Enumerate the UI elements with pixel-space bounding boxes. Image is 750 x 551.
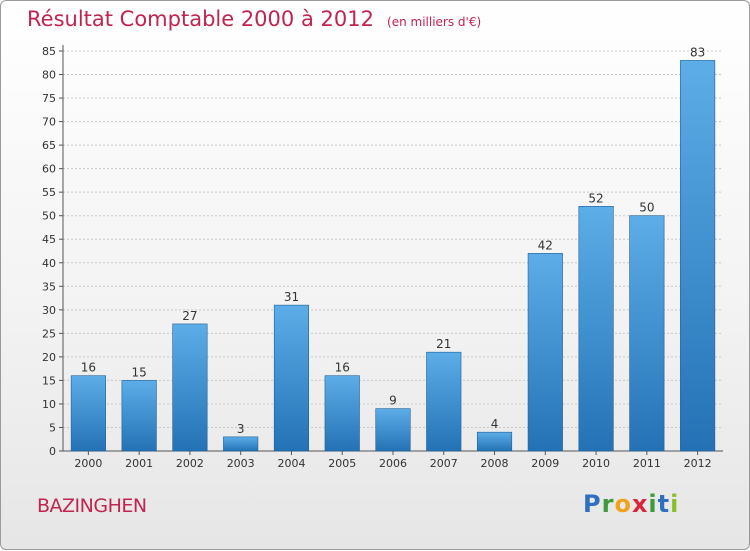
logo-letter: i bbox=[648, 490, 658, 518]
y-tick-label: 60 bbox=[42, 163, 56, 176]
x-tick-label: 2006 bbox=[379, 457, 407, 470]
x-tick-label: 2009 bbox=[531, 457, 559, 470]
bar bbox=[223, 436, 259, 452]
y-tick-label: 10 bbox=[42, 398, 56, 411]
y-tick-label: 65 bbox=[42, 139, 56, 152]
data-label: 27 bbox=[182, 309, 197, 323]
y-tick-label: 30 bbox=[42, 304, 56, 317]
data-label: 83 bbox=[690, 45, 705, 59]
y-tick-label: 15 bbox=[42, 374, 56, 387]
y-tick-label: 70 bbox=[42, 116, 56, 129]
logo-letter: i bbox=[670, 490, 680, 518]
logo-letter: o bbox=[614, 490, 632, 518]
x-tick-label: 2011 bbox=[633, 457, 661, 470]
chart-title: Résultat Comptable 2000 à 2012 (en milli… bbox=[27, 7, 481, 31]
y-tick-label: 5 bbox=[49, 421, 56, 434]
x-tick-label: 2010 bbox=[582, 457, 610, 470]
data-label: 16 bbox=[335, 361, 350, 375]
data-label: 31 bbox=[284, 290, 299, 304]
y-tick-label: 40 bbox=[42, 257, 56, 270]
logo-letter: t bbox=[657, 490, 671, 518]
y-tick-label: 80 bbox=[42, 69, 56, 82]
data-label: 21 bbox=[436, 337, 451, 351]
y-tick-label: 0 bbox=[49, 445, 56, 458]
data-label: 15 bbox=[132, 365, 147, 379]
commune-name: BAZINGHEN bbox=[37, 495, 147, 517]
logo-letter: P bbox=[583, 490, 602, 518]
bar bbox=[426, 351, 462, 452]
title-unit: (en milliers d'€) bbox=[387, 15, 482, 29]
bar bbox=[121, 380, 157, 452]
data-label: 50 bbox=[639, 201, 654, 215]
y-tick-label: 45 bbox=[42, 233, 56, 246]
bar bbox=[273, 304, 310, 452]
data-label: 4 bbox=[491, 417, 499, 431]
bar bbox=[324, 375, 360, 452]
data-label: 3 bbox=[237, 422, 245, 436]
y-tick-label: 20 bbox=[42, 351, 56, 364]
y-tick-label: 35 bbox=[42, 280, 56, 293]
bar bbox=[70, 375, 106, 452]
bar bbox=[527, 253, 563, 452]
logo-letter: r bbox=[601, 490, 615, 518]
x-tick-label: 2001 bbox=[125, 457, 153, 470]
bar bbox=[476, 431, 513, 452]
x-tick-label: 2002 bbox=[176, 457, 204, 470]
data-label: 42 bbox=[538, 238, 553, 252]
y-tick-label: 50 bbox=[42, 210, 56, 223]
y-tick-label: 85 bbox=[42, 45, 56, 58]
x-tick-label: 2005 bbox=[328, 457, 356, 470]
x-tick-label: 2008 bbox=[481, 457, 509, 470]
bar bbox=[375, 408, 411, 452]
x-tick-label: 2004 bbox=[277, 457, 305, 470]
bar bbox=[629, 215, 665, 452]
data-label: 52 bbox=[588, 191, 603, 205]
bar bbox=[172, 323, 208, 452]
proxiti-logo: Proxiti bbox=[583, 490, 679, 518]
x-tick-label: 2003 bbox=[227, 457, 255, 470]
bar bbox=[578, 205, 614, 452]
logo-letter: x bbox=[631, 490, 649, 518]
x-tick-label: 2007 bbox=[430, 457, 458, 470]
y-tick-label: 25 bbox=[42, 327, 56, 340]
x-tick-label: 2012 bbox=[684, 457, 712, 470]
bar bbox=[680, 60, 716, 452]
title-text: Résultat Comptable 2000 à 2012 bbox=[27, 7, 374, 31]
x-tick-label: 2000 bbox=[74, 457, 102, 470]
data-label: 9 bbox=[389, 394, 397, 408]
data-label: 16 bbox=[81, 361, 96, 375]
y-tick-label: 55 bbox=[42, 186, 56, 199]
y-tick-label: 75 bbox=[42, 92, 56, 105]
